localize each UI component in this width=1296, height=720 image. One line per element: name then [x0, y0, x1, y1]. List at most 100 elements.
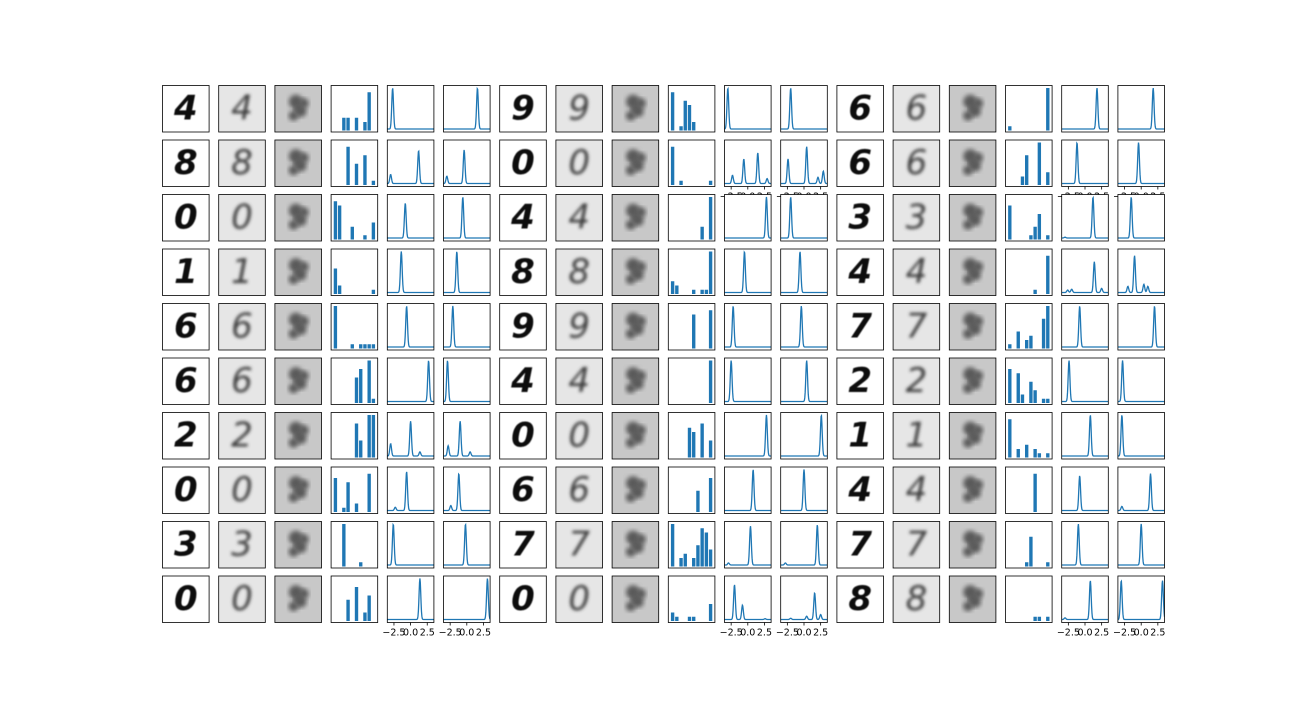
- r5g0-mean: [274, 358, 322, 405]
- r8g2-density1-frame: [1061, 521, 1109, 569]
- bar: [1025, 444, 1029, 458]
- r2g1-hist-frame: [667, 194, 716, 242]
- r8g0-recon: 3: [218, 521, 266, 568]
- r4g1-recon: 9: [555, 303, 603, 350]
- density-line: [724, 196, 772, 239]
- r9g2-recon-glyph: 8: [906, 579, 928, 619]
- r0g1-input-background: [499, 85, 547, 132]
- r5g1-density2: [780, 358, 828, 405]
- bar: [1033, 289, 1037, 294]
- r5g1-density2-frame: [780, 357, 828, 405]
- bar: [700, 226, 704, 240]
- r3g2-density2: [1117, 249, 1165, 296]
- r5g2-mean-blob: [962, 383, 973, 394]
- r3g1-density2-frame: [780, 248, 828, 296]
- r7g2-hist-frame: [1005, 466, 1053, 514]
- r2g2-mean-frame: [948, 194, 997, 242]
- r2g2-mean-blob: [962, 219, 973, 230]
- r5g1-mean-frame: [611, 357, 660, 405]
- bar: [708, 440, 713, 458]
- bar: [679, 558, 683, 567]
- r9g1-recon-frame: [555, 575, 603, 623]
- bar: [371, 415, 376, 458]
- density-line: [1117, 255, 1165, 294]
- density-line: [1117, 360, 1165, 403]
- r8g2-input: 7: [836, 521, 884, 568]
- r6g0-recon-frame: [218, 412, 266, 460]
- bar: [683, 100, 687, 131]
- r9g0-mean: [274, 576, 322, 623]
- r1g0-mean-blob: [288, 165, 299, 176]
- r3g2-density1: [1061, 249, 1109, 296]
- bar: [679, 126, 683, 131]
- r2g2-density1: [1061, 194, 1109, 241]
- r1g2-hist: [1005, 140, 1053, 187]
- r4g1-hist-frame: [667, 303, 716, 351]
- r0g2-recon-background: [893, 85, 940, 132]
- r8g2-mean-blob: [968, 539, 977, 548]
- r9g2-recon-background: [893, 576, 940, 623]
- r0g2-density2: [1117, 85, 1165, 132]
- r2g1-input: 4: [499, 194, 547, 241]
- r2g1-input-frame: [499, 194, 547, 242]
- r3g2-hist-frame: [1005, 248, 1053, 296]
- r8g1-mean: [612, 521, 659, 568]
- r1g0-input-glyph: 8: [174, 143, 198, 183]
- r7g1-density2: [780, 467, 828, 514]
- r4g0-density2-frame: [443, 303, 491, 351]
- r8g2-recon-frame: [892, 521, 941, 569]
- r3g1-input: 8: [499, 249, 547, 296]
- r1g0-density1: [387, 140, 434, 187]
- bar: [675, 616, 679, 621]
- r2g1-density2: [780, 194, 828, 241]
- r2g2-input-frame: [836, 194, 884, 242]
- r2g0-input-frame: [162, 194, 210, 242]
- bar: [1041, 398, 1046, 403]
- bar: [687, 105, 692, 131]
- bar: [1046, 306, 1050, 349]
- r7g1-mean: [612, 467, 659, 514]
- r0g0-mean-blob: [294, 103, 303, 112]
- bar: [1033, 390, 1037, 403]
- r3g1-hist: [668, 249, 715, 296]
- bar: [367, 360, 371, 403]
- bar: [708, 251, 713, 294]
- r0g0-density2-frame: [443, 85, 491, 133]
- r0g0-hist-frame: [330, 85, 379, 133]
- r5g0-input-background: [162, 358, 210, 405]
- r0g2-mean-blob: [962, 110, 973, 121]
- r4g2-hist-frame: [1005, 303, 1053, 351]
- r7g1-recon: 6: [555, 467, 603, 514]
- r1g1-recon-frame: [555, 139, 603, 187]
- r5g1-mean-blob: [625, 383, 636, 394]
- r1g1-hist: [668, 140, 715, 187]
- r3g2-recon: 4: [893, 249, 940, 296]
- bar: [1037, 142, 1042, 185]
- bar: [346, 117, 350, 131]
- bar: [1046, 235, 1050, 240]
- r0g2-mean-blob: [968, 103, 977, 112]
- r7g2-recon-background: [893, 467, 940, 514]
- r3g0-input-background: [162, 249, 210, 296]
- r2g1-density1-frame: [724, 194, 772, 242]
- bar: [700, 423, 704, 458]
- r8g0-recon-background: [218, 521, 266, 568]
- r4g1-input-glyph: 9: [511, 306, 535, 346]
- r6g0-density2-frame: [443, 412, 491, 460]
- density-line: [387, 88, 434, 130]
- r1g1-recon-glyph: 0: [568, 143, 590, 183]
- r3g1-recon: 8: [555, 249, 603, 296]
- r5g0-input: 6: [162, 358, 210, 405]
- bar: [1025, 340, 1029, 349]
- r3g1-hist-frame: [667, 248, 716, 296]
- r2g0-density2: [443, 194, 491, 241]
- r3g0-recon-background: [218, 249, 266, 296]
- r9g1-recon: 0: [555, 576, 603, 623]
- r0g0-density1-frame: [386, 85, 435, 133]
- r0g1-recon: 9: [555, 85, 603, 132]
- r5g2-input-glyph: 2: [848, 361, 872, 401]
- r6g1-density2-frame: [780, 412, 828, 460]
- r5g0-density2-frame: [443, 357, 491, 405]
- r4g1-density1-frame: [724, 303, 772, 351]
- r5g1-density1-frame: [724, 357, 772, 405]
